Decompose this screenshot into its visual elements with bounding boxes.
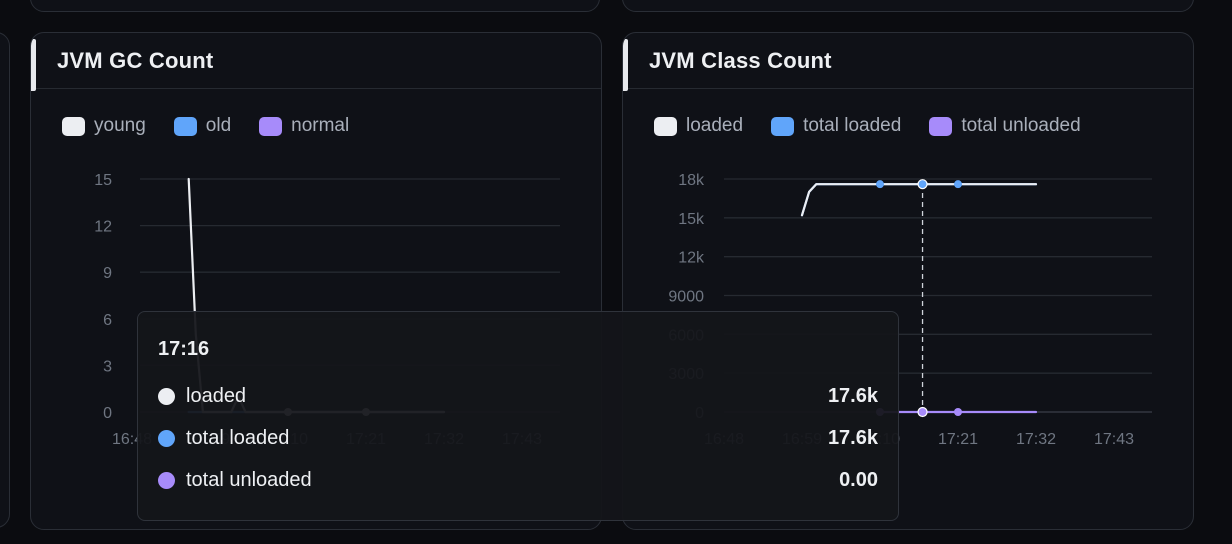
legend-swatch: [654, 116, 677, 136]
gc-count-title: JVM GC Count: [57, 47, 214, 73]
class-y-tick-label: 9000: [668, 289, 704, 306]
gc-legend: young old normal: [62, 115, 377, 137]
tooltip-value: 0.00: [839, 468, 878, 491]
tooltip-row-total-loaded: total loaded 17.6k: [158, 424, 878, 452]
class-series-point: [876, 180, 884, 189]
class-legend-total-loaded[interactable]: total loaded: [771, 115, 901, 137]
header-accent-bar: [31, 39, 36, 91]
gc-y-tick-label: 3: [103, 358, 112, 375]
class-legend-total-unloaded[interactable]: total unloaded: [929, 115, 1081, 137]
gc-y-tick-label: 6: [103, 312, 112, 329]
gc-y-tick-label: 15: [94, 172, 112, 189]
class-x-tick-label: 17:32: [1016, 431, 1056, 448]
class-series-point: [917, 179, 928, 190]
tooltip-value: 17.6k: [827, 384, 878, 407]
header-accent-bar: [623, 39, 628, 91]
class-count-title: JVM Class Count: [649, 47, 832, 73]
gc-legend-old[interactable]: old: [173, 115, 232, 137]
class-y-tick-label: 12k: [678, 250, 705, 267]
tooltip-row-loaded: loaded 17.6k: [158, 382, 878, 410]
class-series-point: [954, 408, 962, 416]
legend-swatch: [929, 116, 953, 136]
legend-swatch: [173, 116, 197, 136]
legend-swatch: [62, 116, 85, 136]
class-y-tick-label: 18k: [678, 172, 705, 189]
legend-swatch: [771, 116, 795, 136]
tooltip-label: total unloaded: [186, 468, 312, 491]
tooltip-label: loaded: [186, 384, 247, 407]
class-legend-loaded[interactable]: loaded: [654, 115, 743, 137]
class-series-point: [917, 406, 928, 418]
class-x-tick-label: 17:43: [1094, 431, 1134, 448]
tooltip-dot: [158, 471, 175, 489]
tooltip-label: total loaded: [186, 426, 290, 449]
class-series-total-loaded-line: [800, 183, 1038, 217]
legend-label: normal: [291, 115, 350, 136]
legend-label: young: [94, 115, 146, 136]
tooltip-dot: [158, 429, 175, 447]
class-x-tick-label: 17:21: [938, 431, 978, 448]
gc-legend-normal[interactable]: normal: [259, 115, 349, 137]
class-series-loaded-line: [800, 183, 1038, 217]
legend-swatch: [259, 116, 283, 136]
gc-legend-young[interactable]: young: [62, 115, 146, 137]
class-series-point: [954, 180, 962, 189]
gc-count-card-header: JVM GC Count: [31, 33, 601, 91]
tooltip-dot: [158, 387, 175, 405]
legend-label: loaded: [686, 115, 744, 136]
gc-y-tick-label: 12: [94, 219, 112, 236]
gc-y-tick-label: 0: [103, 405, 112, 422]
chart-tooltip: 17:16 loaded 17.6k total loaded 17.6k to…: [137, 311, 899, 521]
class-legend: loaded total loaded total unloaded: [654, 115, 1109, 137]
tooltip-row-total-unloaded: total unloaded 0.00: [158, 466, 878, 494]
gc-y-tick-label: 9: [103, 265, 112, 282]
tooltip-time: 17:16: [158, 338, 210, 360]
legend-label: total unloaded: [961, 115, 1081, 136]
tooltip-value: 17.6k: [827, 426, 878, 449]
legend-label: old: [205, 115, 232, 136]
legend-label: total loaded: [803, 115, 902, 136]
class-y-tick-label: 15k: [678, 211, 705, 228]
class-count-card-header: JVM Class Count: [623, 33, 1193, 91]
